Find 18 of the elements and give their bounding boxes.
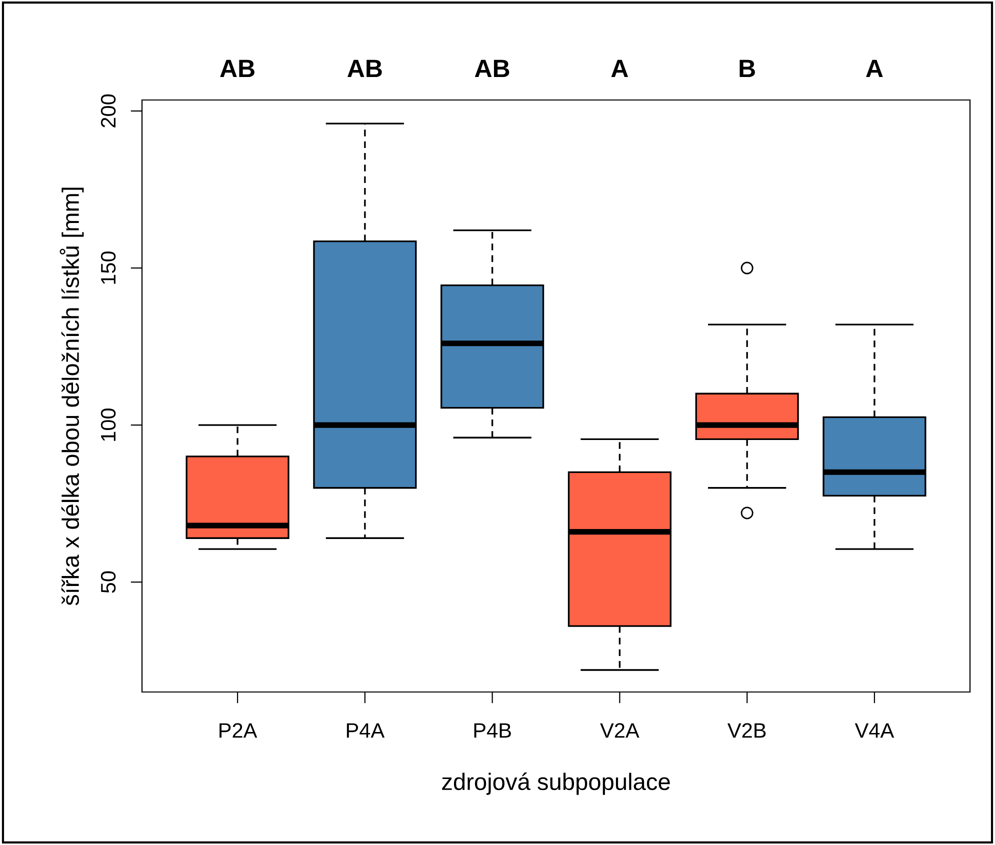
text: AB <box>474 60 510 78</box>
x-tick-label: V2A <box>600 723 640 738</box>
x-tick-label: P2A <box>220 723 258 738</box>
y-tick-label: 200 <box>100 94 116 128</box>
text: A <box>866 60 883 78</box>
y-tick-label: 50 <box>100 571 116 593</box>
y-axis-title: šířka x délka obou děložních lístků [mm] <box>60 188 84 606</box>
text: B <box>740 60 755 78</box>
text: AB <box>220 60 254 78</box>
x-tick-label: V2B <box>727 723 766 738</box>
x-axis-title: zdrojová subpopulace <box>442 772 670 795</box>
y-tick-label: 150 <box>100 251 116 284</box>
x-tick-label: P4B <box>474 723 511 738</box>
text: AB <box>347 60 382 78</box>
text: A <box>611 60 628 78</box>
x-tick-label: P4A <box>346 723 385 738</box>
x-tick-label: V4A <box>854 723 894 738</box>
y-tick-label: 100 <box>100 408 116 441</box>
